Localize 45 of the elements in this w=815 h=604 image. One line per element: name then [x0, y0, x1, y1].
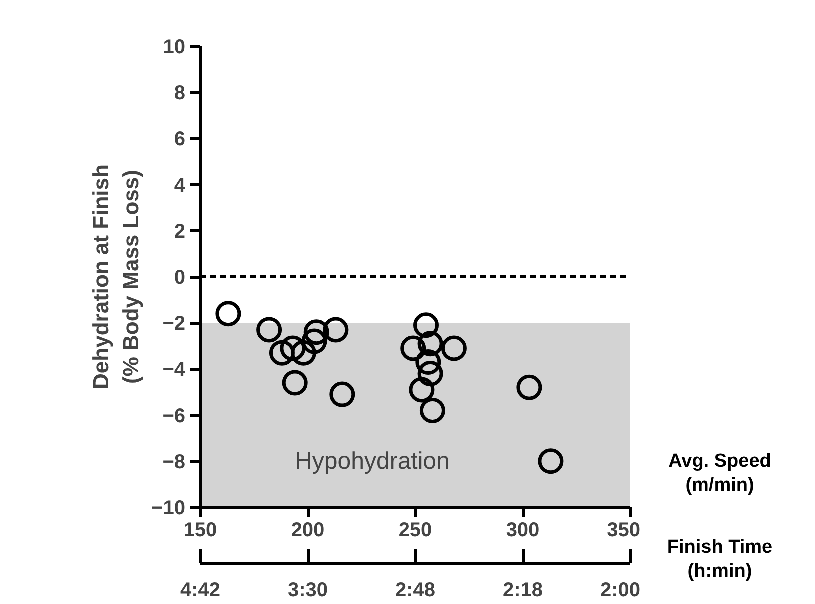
y-tick-label: 2 — [174, 220, 186, 243]
point — [414, 312, 439, 338]
y-tick-label: 0 — [174, 267, 186, 289]
point — [418, 361, 444, 387]
y-tick-label: 4 — [174, 174, 186, 197]
y-tick-label: 6 — [174, 128, 186, 151]
text: 4:42 — [180, 580, 221, 602]
x2-axis-title: Finish Time (h:min) — [667, 536, 773, 584]
x-tick-label: 350 — [607, 520, 641, 542]
point — [304, 320, 330, 346]
text: 2:48 — [395, 580, 436, 602]
y-tick-label: −4 — [162, 359, 186, 382]
x-tick-label: 150 — [184, 520, 218, 542]
y-tick-label: 10 — [163, 36, 186, 58]
x-tick-label: 250 — [398, 520, 432, 542]
y-axis-title: Dehydration at Finish (% Body Mass Loss) — [88, 164, 144, 390]
point — [330, 382, 356, 408]
y-tick-label: 8 — [174, 82, 186, 105]
point — [323, 317, 349, 343]
y-tick-label: −8 — [162, 451, 186, 474]
point — [269, 340, 295, 366]
point — [290, 340, 316, 366]
point — [441, 336, 467, 362]
point — [516, 374, 542, 400]
y-tick-label: −6 — [162, 405, 186, 428]
band-label: Hypohydration — [295, 448, 450, 475]
text: 3:30 — [288, 580, 328, 602]
point — [302, 328, 328, 354]
point — [420, 398, 446, 424]
text: 2:18 — [502, 580, 544, 602]
text: 2:00 — [600, 580, 640, 602]
x-axis-title: Avg. Speed (m/min) — [668, 450, 772, 498]
x-tick-label: 200 — [291, 520, 325, 542]
point — [400, 336, 426, 362]
point — [416, 350, 442, 376]
point — [282, 370, 308, 396]
point — [280, 336, 306, 362]
point — [216, 301, 242, 327]
x-tick-label: 300 — [506, 520, 540, 542]
point — [538, 448, 564, 474]
y-tick-label: −10 — [152, 498, 186, 520]
y-tick-label: −2 — [162, 313, 186, 336]
point — [256, 317, 282, 343]
point — [418, 331, 444, 357]
point — [409, 377, 435, 403]
